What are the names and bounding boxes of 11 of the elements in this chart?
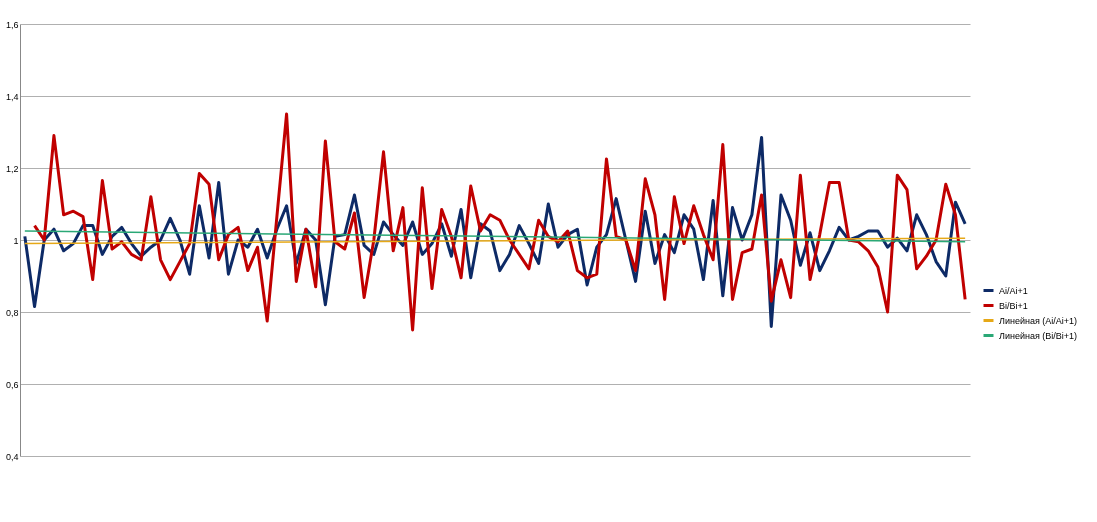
legend-label: Ai/Ai+1 xyxy=(999,285,1028,296)
y-tick-label: 1,4 xyxy=(5,91,19,102)
y-tick-label: 1,6 xyxy=(5,19,19,30)
legend-label: Bi/Bi+1 xyxy=(999,300,1028,311)
legend-label: Линейная (Ai/Ai+1) xyxy=(999,315,1078,326)
y-tick-label: 1 xyxy=(13,235,19,246)
legend-label: Линейная (Bi/Bi+1) xyxy=(999,330,1078,341)
y-tick-label: 0,4 xyxy=(5,451,19,462)
y-tick-label: 0,6 xyxy=(5,379,19,390)
y-tick-label: 0,8 xyxy=(5,307,19,318)
y-tick-label: 1,2 xyxy=(5,163,19,174)
